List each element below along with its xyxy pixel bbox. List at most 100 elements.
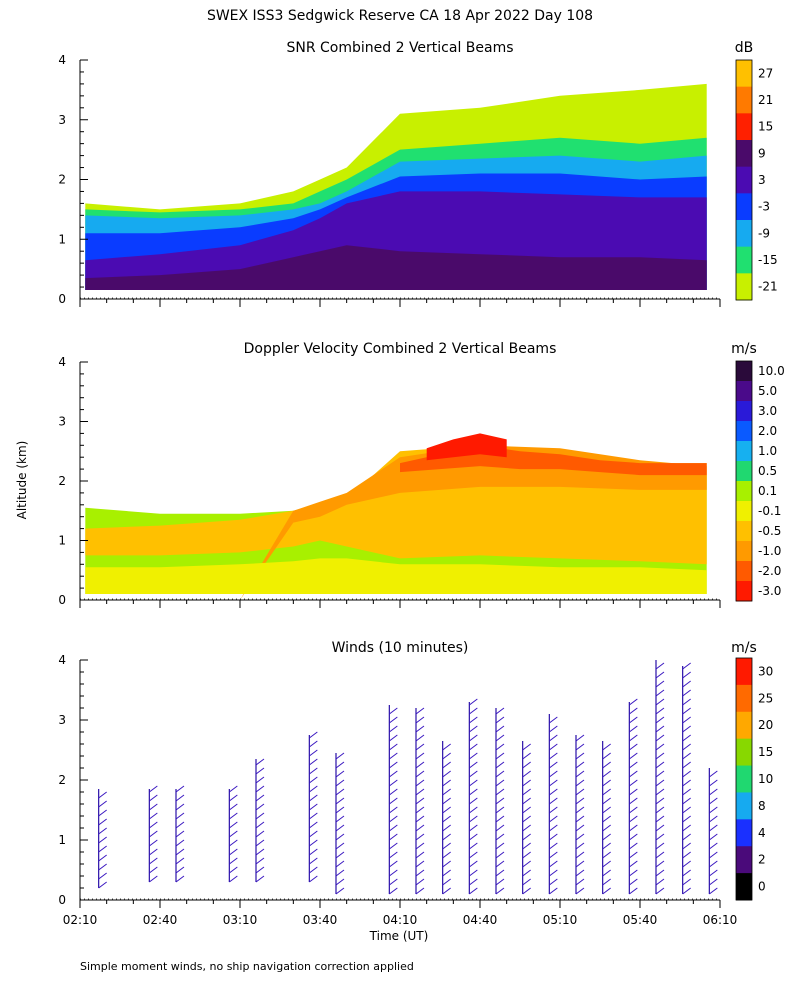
wind-barb — [415, 833, 425, 841]
wind-barb — [415, 779, 425, 787]
wind-barb — [575, 788, 585, 796]
wind-barb — [309, 857, 318, 865]
wind-barb — [335, 869, 345, 877]
wind-barb — [335, 752, 345, 760]
colorbar-frame — [735, 657, 753, 901]
wind-barb — [98, 854, 107, 862]
wind-barb — [149, 794, 158, 802]
wind-barb — [389, 734, 398, 742]
colorbar-swatch — [736, 220, 752, 248]
wind-barb — [549, 878, 558, 886]
x-tick-label: 06:10 — [703, 913, 738, 927]
wind-barb — [655, 860, 665, 868]
wind-barb — [682, 680, 691, 688]
wind-barb — [229, 794, 238, 802]
wind-barb — [682, 869, 691, 877]
wind-barb — [522, 797, 531, 805]
wind-barb — [389, 716, 398, 724]
colorbar-swatch — [736, 381, 752, 402]
colorbar-label: 10.0 — [758, 364, 785, 378]
wind-barb — [149, 875, 158, 883]
wind-barb — [602, 887, 611, 895]
wind-barb — [655, 887, 665, 895]
wind-barb — [442, 806, 451, 814]
wind-barb — [442, 743, 451, 751]
wind-barb — [229, 875, 238, 883]
band--0.1 — [85, 558, 707, 594]
wind-barb — [682, 698, 691, 706]
wind-barb — [389, 869, 398, 877]
wind-barb — [255, 803, 265, 811]
wind-barb — [709, 851, 718, 859]
wind-barb — [575, 752, 585, 760]
wind-barb — [495, 752, 505, 760]
wind-barb — [255, 785, 265, 793]
panel-1: SNR Combined 2 Vertical Beams 0 1 2 3 4 27 21 15… — [58, 40, 778, 307]
colorbar-swatch — [736, 561, 752, 582]
colorbar-swatch — [736, 86, 752, 114]
y-tick-label: 4 — [58, 355, 66, 369]
y-tick-label: 2 — [58, 173, 66, 187]
wind-barb — [442, 752, 451, 760]
wind-barb — [175, 857, 185, 865]
colorbar-label: 0 — [758, 880, 766, 894]
colorbar-label: -0.1 — [758, 504, 781, 518]
wind-barb — [389, 878, 398, 886]
wind-barb — [575, 860, 585, 868]
wind-barb — [522, 860, 531, 868]
wind-barb — [149, 848, 158, 856]
wind-barb — [98, 863, 107, 871]
wind-barb — [602, 752, 611, 760]
x-tick-label: 04:40 — [463, 913, 498, 927]
colorbar-label: 2.0 — [758, 424, 777, 438]
y-axis-label: Altitude (km) — [15, 441, 29, 520]
wind-barb — [575, 761, 585, 769]
wind-barb — [469, 716, 478, 724]
wind-barb — [495, 833, 505, 841]
wind-barb — [549, 761, 558, 769]
y-tick-label: 1 — [58, 534, 66, 548]
y-tick-label: 1 — [58, 833, 66, 847]
wind-barb — [98, 818, 107, 826]
wind-barb — [469, 752, 478, 760]
wind-barb — [549, 815, 558, 823]
wind-barb — [629, 869, 638, 877]
wind-barb — [602, 815, 611, 823]
wind-barb — [255, 857, 265, 865]
wind-barb — [255, 776, 265, 784]
wind-barb — [522, 761, 531, 769]
wind-barb — [682, 842, 691, 850]
wind-barb — [682, 734, 691, 742]
wind-barb — [575, 824, 585, 832]
wind-barb — [442, 878, 451, 886]
wind-barb — [575, 770, 585, 778]
wind-barb — [415, 878, 425, 886]
wind-barb — [389, 860, 398, 868]
wind-barb — [229, 857, 238, 865]
wind-barb — [255, 875, 265, 883]
wind-barb — [442, 770, 451, 778]
wind-barb — [655, 869, 665, 877]
colorbar-label: 1.0 — [758, 444, 777, 458]
wind-barb — [442, 824, 451, 832]
wind-barb — [442, 860, 451, 868]
colorbar-label: -0.5 — [758, 524, 781, 538]
wind-barb — [98, 836, 107, 844]
x-tick-label: 04:10 — [383, 913, 418, 927]
wind-barb — [469, 743, 478, 751]
wind-barb — [255, 821, 265, 829]
x-tick-label: 03:10 — [223, 913, 258, 927]
wind-barb — [655, 707, 665, 715]
wind-barb — [682, 662, 691, 670]
wind-barb — [495, 734, 505, 742]
wind-barb — [575, 851, 585, 859]
wind-barb — [655, 878, 665, 886]
y-tick-label: 0 — [58, 292, 66, 306]
wind-barb — [389, 788, 398, 796]
wind-barb — [415, 752, 425, 760]
wind-barb — [549, 806, 558, 814]
wind-barb — [522, 887, 531, 895]
wind-barb — [655, 833, 665, 841]
